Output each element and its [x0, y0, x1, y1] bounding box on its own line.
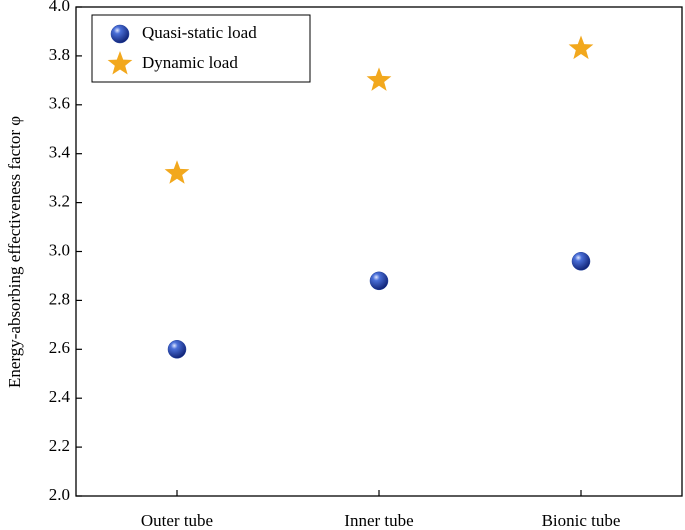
y-tick-label: 2.4 [49, 387, 71, 406]
x-tick-label: Bionic tube [542, 511, 621, 530]
legend-box [91, 14, 311, 83]
y-axis-label: Energy-absorbing effectiveness factor φ [5, 116, 24, 388]
y-tick-label: 3.8 [49, 45, 70, 64]
y-tick-label: 2.6 [49, 338, 70, 357]
y-tick-label: 3.6 [49, 94, 70, 113]
sphere-marker [167, 340, 187, 359]
y-tick-label: 3.4 [49, 143, 71, 162]
legend-label: Dynamic load [142, 53, 238, 72]
x-tick-label: Inner tube [344, 511, 413, 530]
sphere-marker [571, 252, 591, 271]
y-tick-label: 3.2 [49, 192, 70, 211]
sphere-marker [110, 24, 130, 44]
legend-label: Quasi-static load [142, 23, 257, 42]
star-marker [366, 67, 392, 91]
star-marker [164, 160, 190, 184]
y-tick-label: 2.0 [49, 485, 70, 504]
y-tick-label: 2.8 [49, 289, 70, 308]
star-marker [107, 51, 133, 75]
y-tick-label: 2.2 [49, 436, 70, 455]
y-tick-label: 4.0 [49, 0, 70, 15]
sphere-marker [369, 271, 389, 291]
x-tick-label: Outer tube [141, 511, 213, 530]
star-marker [568, 35, 594, 60]
y-tick-label: 3.0 [49, 240, 70, 259]
